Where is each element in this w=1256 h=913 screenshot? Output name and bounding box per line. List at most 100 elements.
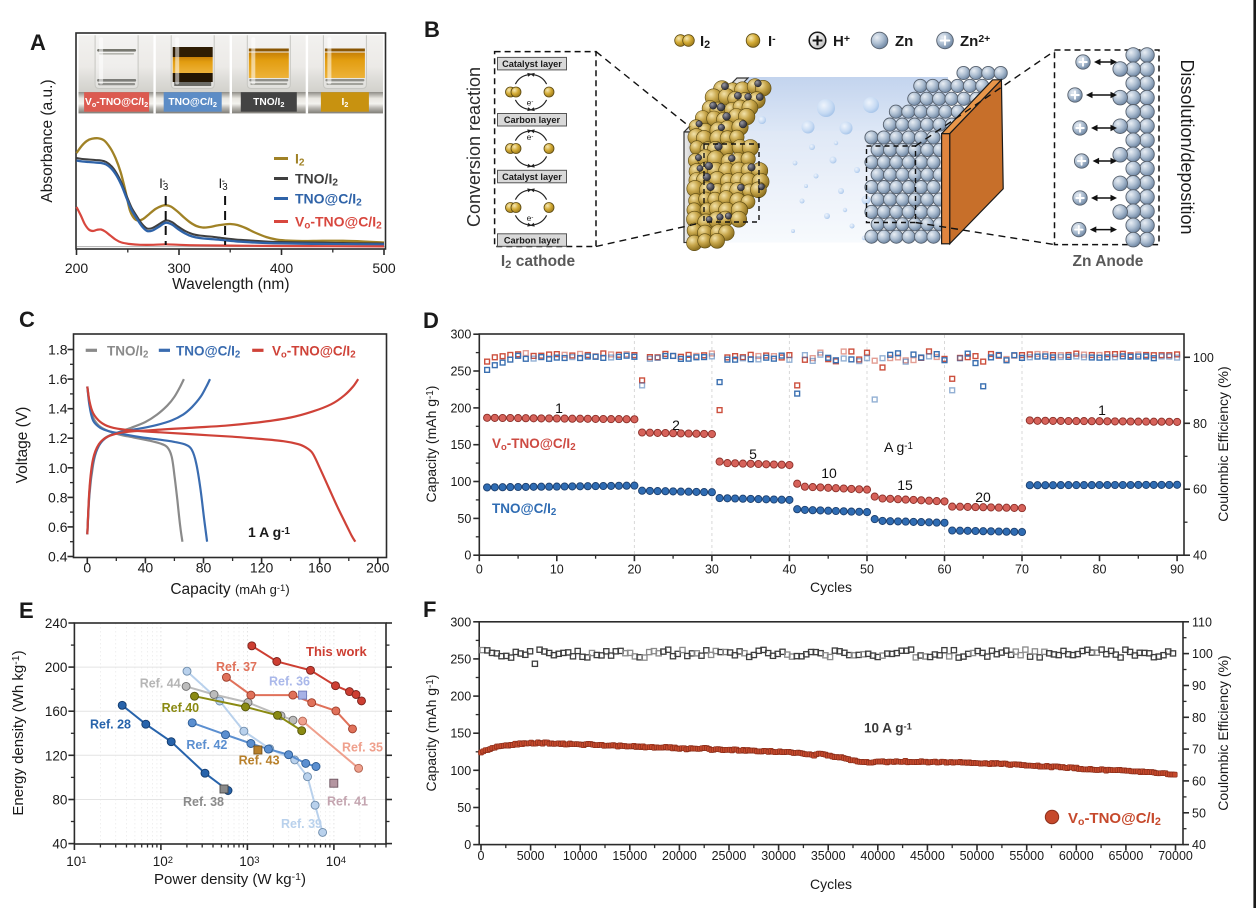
svg-text:0: 0 [476,563,483,577]
svg-text:I-: I- [768,33,776,50]
svg-text:0: 0 [83,560,91,576]
svg-text:120: 120 [45,748,68,763]
svg-text:200: 200 [450,401,471,415]
svg-text:e-: e- [527,132,534,142]
svg-text:Wavelength (nm): Wavelength (nm) [172,276,289,293]
svg-text:Carbon layer: Carbon layer [504,235,561,245]
svg-text:1.0: 1.0 [48,460,68,476]
svg-text:40: 40 [1192,838,1206,852]
svg-text:35000: 35000 [811,849,846,863]
svg-text:40: 40 [138,560,154,576]
svg-text:TNO@C/I2: TNO@C/I2 [168,97,217,109]
svg-text:Voltage (V): Voltage (V) [14,407,31,484]
svg-text:1.8: 1.8 [48,342,68,358]
svg-text:80: 80 [52,793,67,808]
svg-text:300: 300 [450,328,471,342]
svg-text:E: E [19,598,34,623]
svg-text:Ref. 38: Ref. 38 [183,795,224,809]
svg-text:Vo-TNO@C/I2: Vo-TNO@C/I2 [295,214,382,232]
svg-text:300: 300 [450,615,471,629]
svg-text:55000: 55000 [1009,849,1044,863]
svg-text:Ref. 39: Ref. 39 [281,817,322,831]
svg-text:120: 120 [250,560,274,576]
svg-text:20: 20 [975,489,991,505]
svg-text:Coulombic Efficiency (%): Coulombic Efficiency (%) [1215,655,1231,810]
svg-text:160: 160 [308,560,332,576]
svg-text:150: 150 [450,438,471,452]
svg-text:Ref.40: Ref.40 [162,701,200,715]
svg-text:150: 150 [450,727,471,741]
svg-text:Ref. 41: Ref. 41 [327,795,368,809]
svg-text:C: C [19,307,35,332]
svg-text:TNO/I2: TNO/I2 [295,171,338,189]
svg-text:A: A [30,30,46,55]
svg-text:50: 50 [860,563,874,577]
svg-text:1.2: 1.2 [48,430,68,446]
svg-text:200: 200 [366,560,390,576]
svg-text:1: 1 [1098,402,1106,418]
svg-text:Coulombic Efficiency (%): Coulombic Efficiency (%) [1215,366,1231,521]
svg-text:TNO@C/I2: TNO@C/I2 [295,191,362,209]
svg-text:5: 5 [749,446,757,462]
svg-text:15000: 15000 [612,849,647,863]
svg-text:I2: I2 [700,33,710,51]
svg-text:Energy density (Wh kg-1): Energy density (Wh kg-1) [10,650,27,815]
svg-text:D: D [423,308,439,333]
svg-text:I3-: I3- [159,176,168,194]
svg-text:TNO@C/I2: TNO@C/I2 [492,501,557,518]
svg-text:40000: 40000 [860,849,895,863]
svg-text:20: 20 [627,563,641,577]
svg-text:80: 80 [196,560,212,576]
svg-text:Ref. 43: Ref. 43 [239,754,280,768]
svg-text:I2 cathode: I2 cathode [501,253,576,271]
svg-text:200: 200 [45,660,68,675]
svg-text:This work: This work [306,644,367,659]
svg-text:20000: 20000 [662,849,697,863]
svg-text:0: 0 [464,549,471,563]
svg-text:1.4: 1.4 [48,401,68,417]
svg-text:70: 70 [1192,743,1206,757]
svg-text:500: 500 [372,260,396,276]
svg-text:0.6: 0.6 [48,519,68,535]
svg-text:Zn: Zn [895,33,913,50]
svg-text:TNO/I2: TNO/I2 [253,97,284,109]
svg-text:15: 15 [897,477,913,493]
svg-text:Vo-TNO@C/I2: Vo-TNO@C/I2 [1068,810,1161,828]
svg-text:A g-1: A g-1 [884,439,913,455]
svg-text:50: 50 [1192,806,1206,820]
svg-text:Vo-TNO@C/I2: Vo-TNO@C/I2 [272,343,356,360]
svg-text:30: 30 [705,563,719,577]
svg-text:65000: 65000 [1109,849,1144,863]
svg-text:60: 60 [1192,774,1206,788]
svg-text:Ref. 37: Ref. 37 [216,660,257,674]
svg-text:Ref. 28: Ref. 28 [90,718,131,732]
svg-text:200: 200 [450,690,471,704]
svg-text:I2: I2 [295,151,305,169]
svg-text:300: 300 [167,260,191,276]
svg-text:250: 250 [450,365,471,379]
svg-text:45000: 45000 [910,849,945,863]
svg-text:Cycles: Cycles [810,876,852,892]
svg-text:60000: 60000 [1059,849,1094,863]
svg-text:70000: 70000 [1158,849,1193,863]
svg-text:Carbon layer: Carbon layer [504,115,561,125]
svg-text:30000: 30000 [761,849,796,863]
svg-text:e-: e- [527,213,534,223]
svg-text:Ref. 42: Ref. 42 [186,738,227,752]
svg-text:80: 80 [1093,563,1107,577]
svg-text:102: 102 [153,854,173,869]
svg-text:100: 100 [1193,351,1214,365]
svg-text:40: 40 [782,563,796,577]
svg-text:50: 50 [457,512,471,526]
svg-text:Absorbance (a.u.): Absorbance (a.u.) [39,79,56,202]
svg-text:101: 101 [66,854,86,869]
svg-text:80: 80 [1192,711,1206,725]
svg-text:100: 100 [1192,647,1213,661]
svg-text:1: 1 [555,400,563,416]
svg-text:90: 90 [1192,679,1206,693]
svg-text:2: 2 [672,417,680,433]
svg-text:1 A g-1: 1 A g-1 [248,524,290,540]
svg-text:Capacity (mAh g-1): Capacity (mAh g-1) [423,675,439,792]
svg-text:80: 80 [1193,417,1207,431]
svg-text:TNO/I2: TNO/I2 [107,343,149,360]
